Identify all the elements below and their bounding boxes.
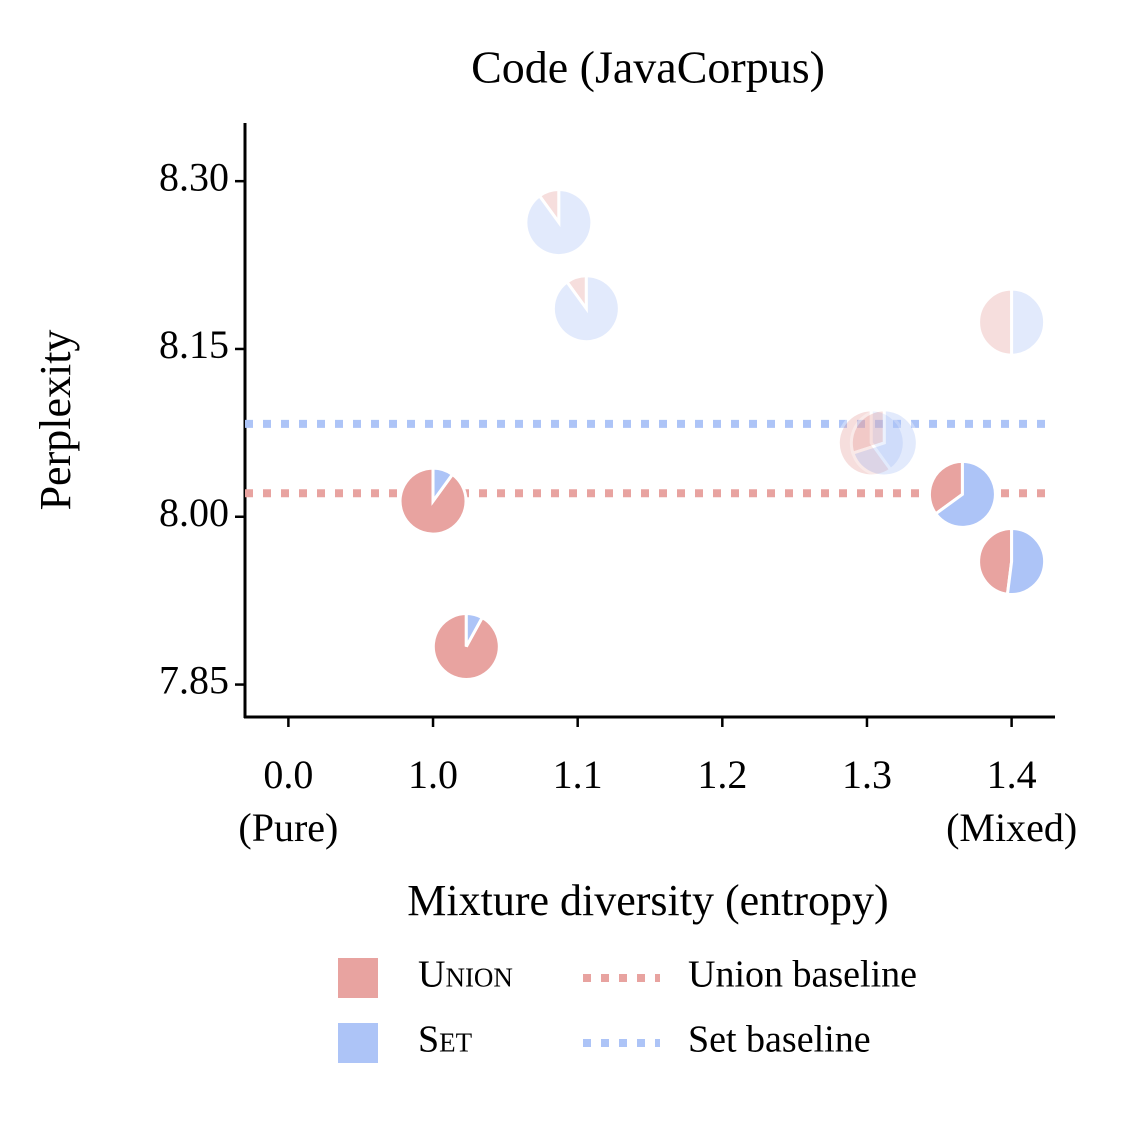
y-tick-label: 7.85 (159, 658, 229, 703)
y-axis-label: Perplexity (31, 330, 80, 511)
legend-label: Union (418, 954, 513, 996)
x-tick-label: 0.0 (263, 752, 313, 797)
x-tick-note: (Pure) (238, 805, 338, 850)
pie-wedge (524, 188, 594, 258)
pie-marker (977, 527, 1047, 597)
pie-wedge (1010, 287, 1047, 357)
legend-label: Union baseline (688, 954, 917, 996)
legend-label: Set (418, 1019, 473, 1061)
pie-wedge (564, 274, 588, 314)
pie-wedge (1005, 527, 1047, 597)
legend-swatch (338, 1023, 378, 1063)
pie-wedge (849, 408, 886, 456)
pie-wedge (933, 459, 997, 529)
pie-marker (977, 287, 1047, 357)
pie-wedge (869, 408, 906, 472)
x-tick-label: 1.0 (408, 752, 458, 797)
pie-wedge (464, 612, 485, 648)
y-tick-label: 8.15 (159, 322, 229, 367)
pie-wedge (851, 408, 919, 478)
y-tick-label: 8.30 (159, 154, 229, 199)
chart-title: Code (JavaCorpus) (471, 42, 825, 93)
pie-wedge (431, 466, 455, 506)
x-tick-label: 1.2 (697, 752, 747, 797)
pie-marker (524, 188, 594, 258)
pie-marker (927, 459, 997, 529)
pie-wedge (551, 274, 621, 344)
x-tick-label: 1.3 (842, 752, 892, 797)
pie-wedge (836, 408, 893, 478)
pie-wedge (977, 287, 1014, 357)
x-axis-label: Mixture diversity (entropy) (407, 876, 888, 925)
legend-swatch (338, 958, 378, 998)
x-tick-note: (Mixed) (946, 805, 1077, 850)
x-tick-label: 1.1 (553, 752, 603, 797)
pie-wedge (537, 188, 561, 228)
pie-wedge (977, 527, 1014, 596)
pie-marker (849, 408, 919, 478)
legend-label: Set baseline (688, 1019, 871, 1061)
pie-wedge (927, 459, 964, 516)
x-tick-label: 1.4 (987, 752, 1037, 797)
pie-marker (836, 408, 906, 478)
pie-marker (551, 274, 621, 344)
y-tick-label: 8.00 (159, 490, 229, 535)
pie-marker (398, 466, 468, 536)
pie-marker (431, 612, 501, 682)
